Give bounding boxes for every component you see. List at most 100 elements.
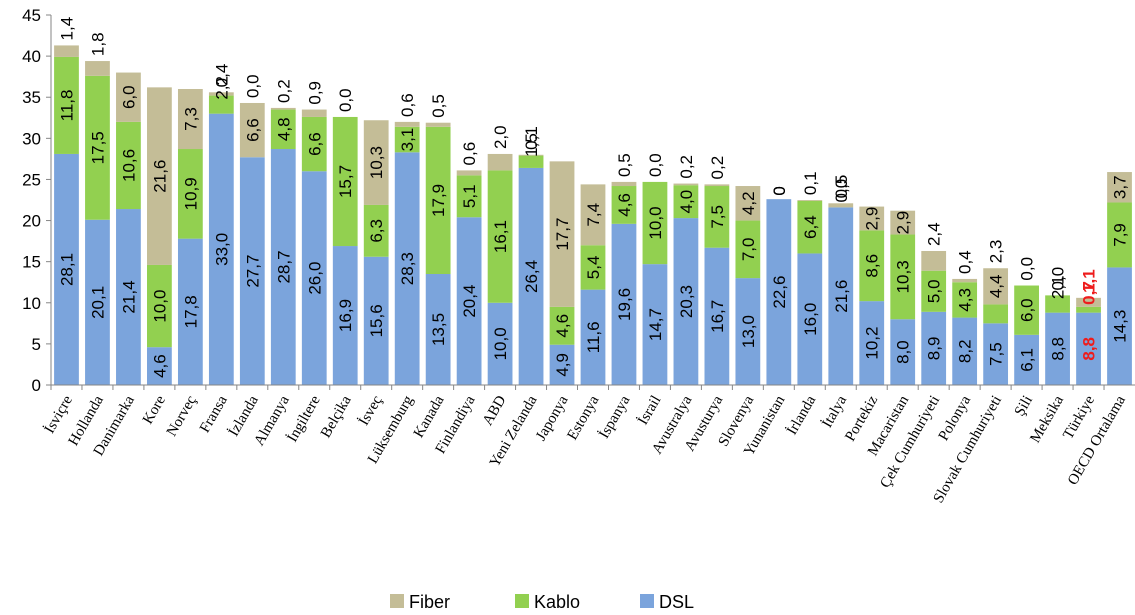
value-label-kablo-irlanda: 6,4: [801, 215, 820, 239]
value-label-dsl-portekiz: 10,2: [863, 327, 882, 360]
bar-fiber-abd: [487, 153, 513, 171]
value-label-dsl-italya: 21,6: [832, 280, 851, 313]
bar-dsl-ispanya: [611, 223, 637, 385]
value-label-dsl-macaristan: 8,0: [894, 340, 913, 364]
bar-kablo-luksemburg: [394, 126, 420, 153]
value-label-dsl-belcika: 16,9: [336, 299, 355, 332]
value-label-fiber-avusturya: 0,2: [708, 156, 727, 180]
value-label-dsl-turkiye: 8,8: [1080, 337, 1099, 361]
value-label-dsl-sili: 6,1: [1018, 348, 1037, 372]
bar-fiber-cek-cumhuriyeti: [921, 250, 947, 271]
y-tick-label: 40: [22, 47, 41, 66]
value-label-fiber-macaristan: 2,9: [894, 211, 913, 235]
value-label-kablo-izlanda: 0,0: [243, 74, 262, 98]
bar-dsl-oecd-ortalama: [1107, 267, 1132, 385]
bar-dsl-abd: [487, 302, 513, 385]
value-label-fiber-polonya: 0,4: [956, 250, 975, 274]
y-tick-label: 5: [32, 335, 41, 354]
value-label-fiber-slovak-cumhuriyeti: 4,4: [987, 275, 1006, 299]
bar-dsl-isvicre: [54, 153, 79, 385]
bar-dsl-polonya: [952, 317, 978, 385]
y-tick-label: 30: [22, 129, 41, 148]
bar-dsl-avusturya: [704, 247, 730, 385]
bar-dsl-isvec: [363, 256, 389, 385]
bar-kablo-polonya: [952, 282, 978, 318]
bar-kablo-hollanda: [85, 75, 110, 220]
value-label-kablo-ingiltere: 6,6: [305, 132, 324, 156]
value-label-fiber-danimarka: 6,0: [119, 85, 138, 109]
y-tick-label: 25: [22, 170, 41, 189]
value-label-dsl-finlandiya: 20,4: [460, 285, 479, 318]
bar-dsl-kanada: [425, 274, 451, 385]
value-label-fiber-isvicre: 1,4: [57, 17, 76, 41]
legend: Fiber Kablo DSL: [390, 592, 694, 612]
value-label-fiber-avustralya: 0,2: [677, 155, 696, 179]
value-label-fiber-israil: 0,0: [646, 153, 665, 177]
value-label-dsl-polonya: 8,2: [956, 339, 975, 363]
y-tick-label: 20: [22, 212, 41, 231]
value-label-kablo-slovak-cumhuriyeti: 2,3: [987, 240, 1006, 264]
bar-kablo-norvec: [177, 149, 203, 239]
value-label-fiber-irlanda: 0,1: [801, 171, 820, 195]
y-tick-label: 15: [22, 253, 41, 272]
value-label-fiber-oecd-ortalama: 3,7: [1111, 175, 1130, 199]
category-label-fransa: Fransa: [197, 393, 231, 436]
bar-dsl-estonya: [580, 289, 606, 385]
bar-kablo-ingiltere: [301, 116, 327, 172]
bar-dsl-slovenya: [735, 278, 761, 385]
value-label-fiber-sili: 0,0: [1018, 257, 1037, 281]
value-label-fiber-ispanya: 0,5: [615, 153, 634, 177]
value-label-kablo-yeni-zelanda: 1,5: [522, 133, 541, 157]
value-label-fiber-italya: 0,5: [832, 175, 851, 199]
bar-kablo-oecd-ortalama: [1107, 202, 1132, 268]
bar-fiber-isvicre: [54, 45, 79, 57]
value-label-kablo-polonya: 4,3: [956, 288, 975, 312]
y-tick-label: 10: [22, 294, 41, 313]
value-label-kablo-kanada: 17,9: [429, 184, 448, 217]
value-label-fiber-cek-cumhuriyeti: 2,4: [925, 222, 944, 246]
bar-fiber-ingiltere: [301, 109, 327, 117]
y-tick-label: 0: [32, 376, 41, 395]
value-label-kablo-kore: 10,0: [150, 290, 169, 323]
value-label-kablo-oecd-ortalama: 7,9: [1111, 223, 1130, 247]
bar-kablo-finlandiya: [456, 175, 482, 218]
value-label-dsl-ispanya: 19,6: [615, 288, 634, 321]
value-label-fiber-isvec: 10,3: [367, 146, 386, 179]
bar-dsl-cek-cumhuriyeti: [921, 311, 947, 385]
value-label-kablo-meksika: 2,1: [1049, 275, 1068, 299]
bar-fiber-ispanya: [611, 181, 637, 187]
bar-dsl-kore: [147, 347, 172, 385]
bar-dsl-japonya: [549, 344, 575, 385]
bar-dsl-slovak-cumhuriyeti: [983, 323, 1009, 385]
bar-kablo-kanada: [425, 126, 451, 274]
bar-dsl-sili: [1014, 334, 1039, 385]
value-label-fiber-yunanistan: 0: [770, 186, 789, 195]
value-label-fiber-belcika: 0,0: [336, 88, 355, 112]
value-label-kablo-slovenya: 7,0: [739, 238, 758, 262]
bar-fiber-irlanda: [797, 200, 823, 201]
value-label-dsl-fransa: 33,0: [212, 233, 231, 266]
bar-fiber-japonya: [549, 161, 575, 307]
bar-fiber-polonya: [952, 278, 978, 283]
value-label-kablo-avustralya: 4,0: [677, 190, 696, 214]
bar-kablo-slovenya: [735, 220, 761, 279]
category-label-norvec: Norveç: [164, 393, 200, 440]
value-label-fiber-norvec: 7,3: [181, 107, 200, 131]
bar-dsl-turkiye: [1076, 312, 1101, 385]
bar-kablo-yeni-zelanda: [518, 155, 544, 168]
value-label-dsl-izlanda: 27,7: [243, 255, 262, 288]
value-label-dsl-isvicre: 28,1: [57, 253, 76, 286]
value-label-dsl-avusturya: 16,7: [708, 300, 727, 333]
value-label-fiber-finlandiya: 0,6: [460, 142, 479, 166]
bar-kablo-estonya: [580, 245, 606, 290]
value-label-kablo-isvec: 6,3: [367, 219, 386, 243]
value-label-kablo-fransa: 2,2: [212, 76, 231, 100]
bar-fiber-turkiye: [1076, 297, 1101, 307]
bar-fiber-avusturya: [704, 184, 730, 187]
bar-dsl-danimarka: [116, 209, 141, 385]
bar-dsl-almanya: [270, 149, 296, 385]
bar-kablo-japonya: [549, 306, 575, 345]
value-label-fiber-kanada: 0,5: [429, 94, 448, 118]
